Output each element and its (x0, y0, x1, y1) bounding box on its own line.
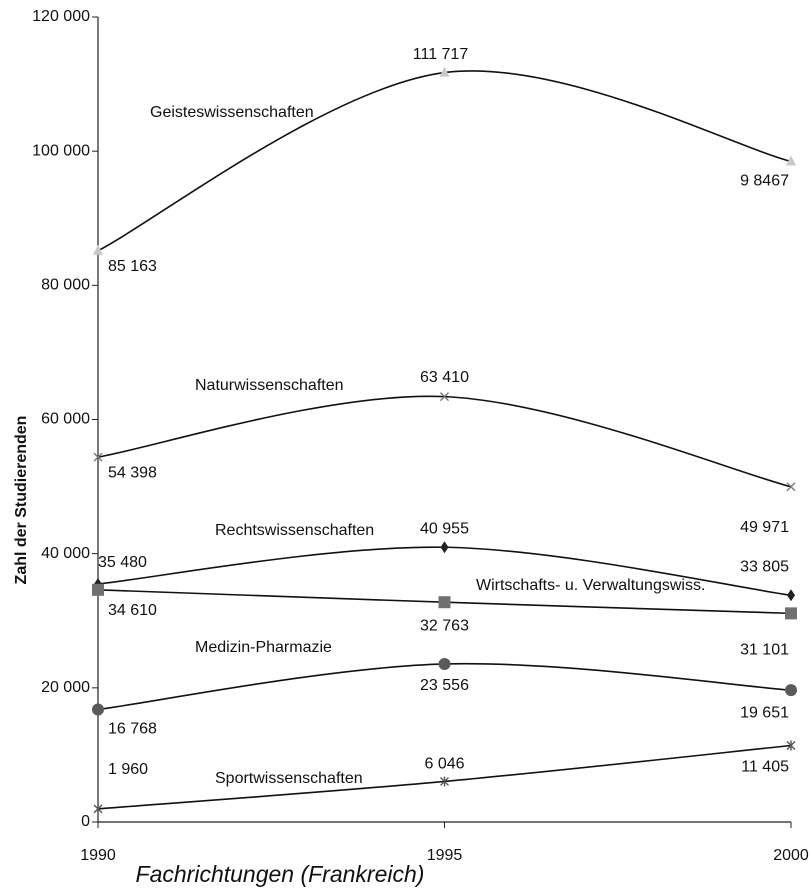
y-tick-label: 40 000 (41, 545, 90, 562)
value-label: 11 405 (741, 759, 789, 776)
value-label: 1 960 (108, 761, 148, 778)
y-tick-label: 80 000 (41, 277, 90, 294)
value-label: 35 480 (98, 554, 147, 571)
marker (92, 583, 104, 596)
value-label: 19 651 (740, 704, 789, 721)
series-name: Rechtswissenschaften (215, 522, 374, 539)
x-tick-label: 1990 (80, 847, 116, 864)
line (97, 395, 792, 488)
value-label: 23 556 (420, 677, 469, 694)
marker (440, 541, 449, 554)
marker (93, 452, 103, 462)
series-name: Medizin-Pharmazie (195, 639, 332, 656)
marker (785, 607, 797, 620)
value-label: 85 163 (108, 258, 157, 275)
marker (93, 803, 103, 814)
y-tick-label: 120 000 (32, 8, 90, 25)
line (97, 70, 792, 252)
marker (440, 392, 449, 402)
value-label: 9 8467 (740, 173, 789, 190)
marker (785, 684, 797, 697)
marker (786, 482, 796, 492)
marker (440, 776, 449, 787)
value-label: 6 046 (424, 756, 464, 773)
value-label: 111 717 (413, 46, 469, 63)
value-label: 49 971 (740, 519, 789, 536)
series-name: Naturwissenschaften (195, 377, 344, 394)
y-tick-label: 20 000 (41, 679, 90, 696)
y-tick-label: 100 000 (32, 142, 90, 159)
marker (439, 66, 450, 77)
marker (787, 589, 795, 602)
marker (93, 244, 103, 255)
y-tick-label: 0 (81, 813, 90, 830)
value-label: 63 410 (420, 369, 469, 386)
series-name: Sportwissenschaften (215, 770, 363, 787)
x-tick-label: 2000 (773, 847, 809, 864)
value-label: 54 398 (108, 464, 157, 481)
x-axis-title: Fachrichtungen (Frankreich) (136, 861, 425, 887)
value-label: 40 955 (420, 520, 469, 537)
value-label: 33 805 (740, 558, 789, 575)
value-label: 31 101 (740, 642, 789, 659)
series-name: Wirtschafts- u. Verwaltungswiss. (476, 577, 705, 594)
value-label: 32 763 (420, 617, 469, 634)
marker (438, 596, 451, 609)
marker (786, 740, 796, 751)
value-label: 34 610 (108, 602, 157, 619)
series-name: Geisteswissenschaften (150, 104, 314, 121)
marker (438, 657, 451, 670)
marker (786, 155, 796, 166)
value-label: 16 768 (108, 721, 157, 738)
x-tick-label: 1995 (427, 847, 463, 864)
marker (92, 703, 104, 716)
y-tick-label: 60 000 (41, 411, 90, 428)
y-axis-title: Zahl der Studierenden (13, 416, 30, 585)
